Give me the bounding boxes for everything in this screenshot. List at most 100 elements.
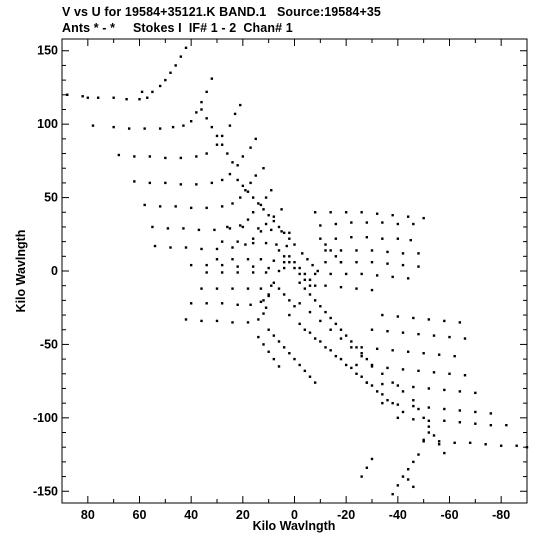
data-point xyxy=(412,485,415,489)
data-point xyxy=(182,124,185,127)
data-point xyxy=(391,401,394,405)
data-point xyxy=(360,346,363,349)
chart-subtitle: Ants * - * Stokes I IF# 1 - 2 Chan# 1 xyxy=(62,21,293,35)
data-point xyxy=(417,332,420,336)
data-point xyxy=(195,183,198,186)
data-point xyxy=(350,366,353,370)
data-point xyxy=(443,407,446,411)
data-point xyxy=(427,425,431,428)
data-point xyxy=(231,287,234,290)
data-point xyxy=(282,346,286,349)
data-point xyxy=(417,252,420,255)
data-point xyxy=(334,322,338,326)
data-point xyxy=(401,390,405,393)
data-point xyxy=(259,230,263,233)
data-point xyxy=(437,440,441,443)
data-point xyxy=(303,287,307,290)
data-point xyxy=(412,404,415,408)
data-point xyxy=(324,346,327,349)
data-point xyxy=(406,350,410,353)
data-point xyxy=(406,277,410,280)
data-point xyxy=(189,302,193,305)
data-point xyxy=(262,312,265,315)
data-point xyxy=(355,260,358,264)
data-point xyxy=(412,418,415,421)
data-point xyxy=(474,391,477,395)
data-point xyxy=(417,453,420,456)
data-point xyxy=(355,249,358,252)
x-tick-label: -20 xyxy=(337,508,355,522)
axis-ticks xyxy=(61,39,528,503)
data-point xyxy=(215,258,219,261)
data-point xyxy=(365,381,369,384)
data-point xyxy=(319,319,322,323)
data-point xyxy=(205,302,208,305)
data-point xyxy=(153,244,157,248)
data-point xyxy=(246,321,250,324)
data-point xyxy=(210,125,214,129)
data-point xyxy=(489,423,493,427)
data-point xyxy=(148,181,152,185)
data-point xyxy=(169,71,172,74)
data-point xyxy=(365,221,369,224)
data-point xyxy=(228,227,232,230)
data-point xyxy=(164,156,167,160)
x-tick-label: 20 xyxy=(236,508,250,522)
data-point xyxy=(313,211,317,214)
data-point xyxy=(251,196,255,199)
data-point xyxy=(220,271,224,274)
x-tick-label: -60 xyxy=(440,508,458,522)
data-point xyxy=(417,369,420,373)
data-point xyxy=(280,230,283,233)
data-point xyxy=(375,212,379,215)
data-point xyxy=(375,347,379,351)
data-point xyxy=(231,321,234,324)
data-point xyxy=(133,155,136,158)
data-point xyxy=(324,284,327,287)
data-point xyxy=(220,302,224,305)
data-point xyxy=(313,337,317,340)
data-point xyxy=(381,382,384,386)
data-point xyxy=(262,299,265,302)
data-point xyxy=(251,265,255,268)
data-point xyxy=(360,352,363,355)
data-point xyxy=(257,318,260,321)
data-point xyxy=(236,164,239,167)
data-point xyxy=(401,368,405,371)
data-point xyxy=(313,272,317,276)
data-point xyxy=(236,271,239,274)
data-point xyxy=(215,134,219,138)
data-point xyxy=(270,189,273,192)
data-point xyxy=(244,243,247,246)
data-point xyxy=(319,305,322,308)
data-point xyxy=(220,143,224,146)
data-point xyxy=(316,269,319,273)
data-point xyxy=(443,451,446,455)
data-point xyxy=(133,180,136,183)
data-point xyxy=(262,167,265,170)
data-point xyxy=(417,265,420,268)
tick-labels: 80 60 40 20 0 -20 -40 -60 -80 150 100 50 0 -50 -100 -15… xyxy=(33,44,510,522)
data-point xyxy=(184,46,188,50)
data-point xyxy=(195,155,198,158)
data-point xyxy=(117,153,121,157)
data-point xyxy=(334,255,338,258)
data-point xyxy=(205,263,208,267)
data-point xyxy=(422,416,425,420)
data-point xyxy=(319,237,322,240)
data-point xyxy=(241,155,245,158)
data-point xyxy=(205,206,208,210)
data-point xyxy=(158,84,162,88)
data-point xyxy=(215,247,219,251)
data-point xyxy=(355,346,358,349)
data-point xyxy=(324,260,327,264)
data-point xyxy=(381,401,384,405)
data-point xyxy=(293,260,296,264)
data-point xyxy=(339,285,343,289)
data-point xyxy=(412,385,415,389)
data-point xyxy=(272,357,276,361)
data-point xyxy=(365,357,369,361)
data-point xyxy=(474,410,477,414)
data-point xyxy=(313,284,317,287)
